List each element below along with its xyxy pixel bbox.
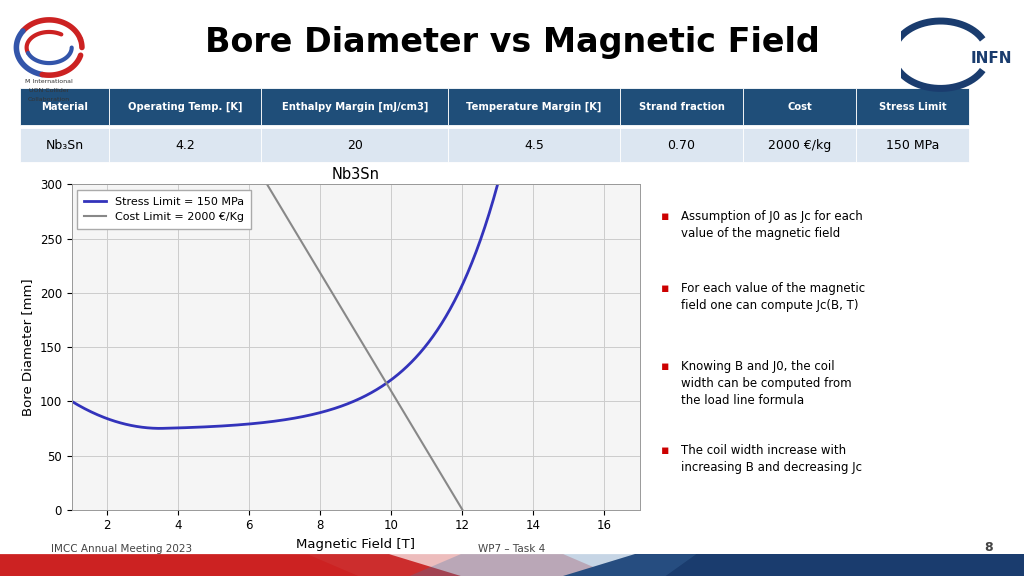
Text: 8: 8 bbox=[985, 541, 993, 554]
Text: ▪: ▪ bbox=[660, 282, 669, 295]
Stress Limit = 150 MPa bbox=[497, 160, 509, 166]
Text: 20: 20 bbox=[347, 139, 362, 151]
Stress Limit = 150 MPa bbox=[207, 423, 219, 430]
Text: 4.2: 4.2 bbox=[175, 139, 195, 151]
Stress Limit = 150 MPa bbox=[378, 381, 390, 388]
Stress Limit = 150 MPa bbox=[338, 401, 350, 408]
Text: Knowing B and J0, the coil
width can be computed from
the load line formula: Knowing B and J0, the coil width can be … bbox=[681, 360, 852, 407]
Title: Nb3Sn: Nb3Sn bbox=[332, 167, 380, 182]
Text: UON Collider: UON Collider bbox=[29, 88, 70, 93]
Legend: Stress Limit = 150 MPa, Cost Limit = 2000 €/Kg: Stress Limit = 150 MPa, Cost Limit = 200… bbox=[77, 190, 251, 229]
Text: 2000 €/kg: 2000 €/kg bbox=[768, 139, 831, 151]
Stress Limit = 150 MPa bbox=[118, 420, 130, 427]
Bar bbox=[856, 128, 969, 162]
Text: WP7 – Task 4: WP7 – Task 4 bbox=[478, 544, 546, 554]
Bar bbox=[261, 88, 449, 125]
Bar bbox=[261, 128, 449, 162]
Bar bbox=[449, 88, 621, 125]
Bar bbox=[109, 128, 261, 162]
Text: 4.5: 4.5 bbox=[524, 139, 544, 151]
Text: ▪: ▪ bbox=[660, 210, 669, 223]
Y-axis label: Bore Diameter [mm]: Bore Diameter [mm] bbox=[22, 278, 34, 416]
Text: Nb₃Sn: Nb₃Sn bbox=[46, 139, 84, 151]
Text: Temperature Margin [K]: Temperature Margin [K] bbox=[466, 101, 602, 112]
Text: The coil width increase with
increasing B and decreasing Jc: The coil width increase with increasing … bbox=[681, 444, 862, 473]
Text: INFN: INFN bbox=[971, 51, 1013, 66]
Text: Cost: Cost bbox=[787, 101, 812, 112]
Text: 0.70: 0.70 bbox=[668, 139, 695, 151]
Stress Limit = 150 MPa bbox=[380, 380, 392, 386]
Bar bbox=[743, 128, 856, 162]
Bar bbox=[20, 128, 109, 162]
Text: 150 MPa: 150 MPa bbox=[886, 139, 939, 151]
Bar bbox=[109, 88, 261, 125]
Text: For each value of the magnetic
field one can compute Jc(B, T): For each value of the magnetic field one… bbox=[681, 282, 865, 312]
Line: Stress Limit = 150 MPa: Stress Limit = 150 MPa bbox=[72, 163, 503, 429]
Bar bbox=[743, 88, 856, 125]
Text: Collaboration: Collaboration bbox=[28, 97, 71, 102]
Text: Enthalpy Margin [mJ/cm3]: Enthalpy Margin [mJ/cm3] bbox=[282, 101, 428, 112]
Stress Limit = 150 MPa bbox=[66, 398, 78, 405]
Text: ▪: ▪ bbox=[660, 444, 669, 457]
Polygon shape bbox=[563, 554, 1024, 576]
Polygon shape bbox=[410, 554, 696, 576]
Text: Assumption of J0 as Jc for each
value of the magnetic field: Assumption of J0 as Jc for each value of… bbox=[681, 210, 862, 240]
Text: Operating Temp. [K]: Operating Temp. [K] bbox=[128, 101, 243, 112]
Bar bbox=[856, 88, 969, 125]
Text: Bore Diameter vs Magnetic Field: Bore Diameter vs Magnetic Field bbox=[205, 26, 819, 59]
X-axis label: Magnetic Field [T]: Magnetic Field [T] bbox=[296, 538, 416, 551]
Text: Strand fraction: Strand fraction bbox=[639, 101, 725, 112]
Bar bbox=[621, 128, 743, 162]
Polygon shape bbox=[307, 554, 614, 576]
Polygon shape bbox=[0, 554, 461, 576]
Text: ▪: ▪ bbox=[660, 360, 669, 373]
Text: IMCC Annual Meeting 2023: IMCC Annual Meeting 2023 bbox=[51, 544, 193, 554]
Text: Stress Limit: Stress Limit bbox=[879, 101, 946, 112]
Stress Limit = 150 MPa bbox=[155, 425, 167, 432]
Bar bbox=[20, 88, 109, 125]
Stress Limit = 150 MPa bbox=[238, 421, 250, 428]
Bar bbox=[449, 128, 621, 162]
Bar bbox=[621, 88, 743, 125]
Text: M International: M International bbox=[26, 79, 73, 85]
Text: Material: Material bbox=[41, 101, 88, 112]
